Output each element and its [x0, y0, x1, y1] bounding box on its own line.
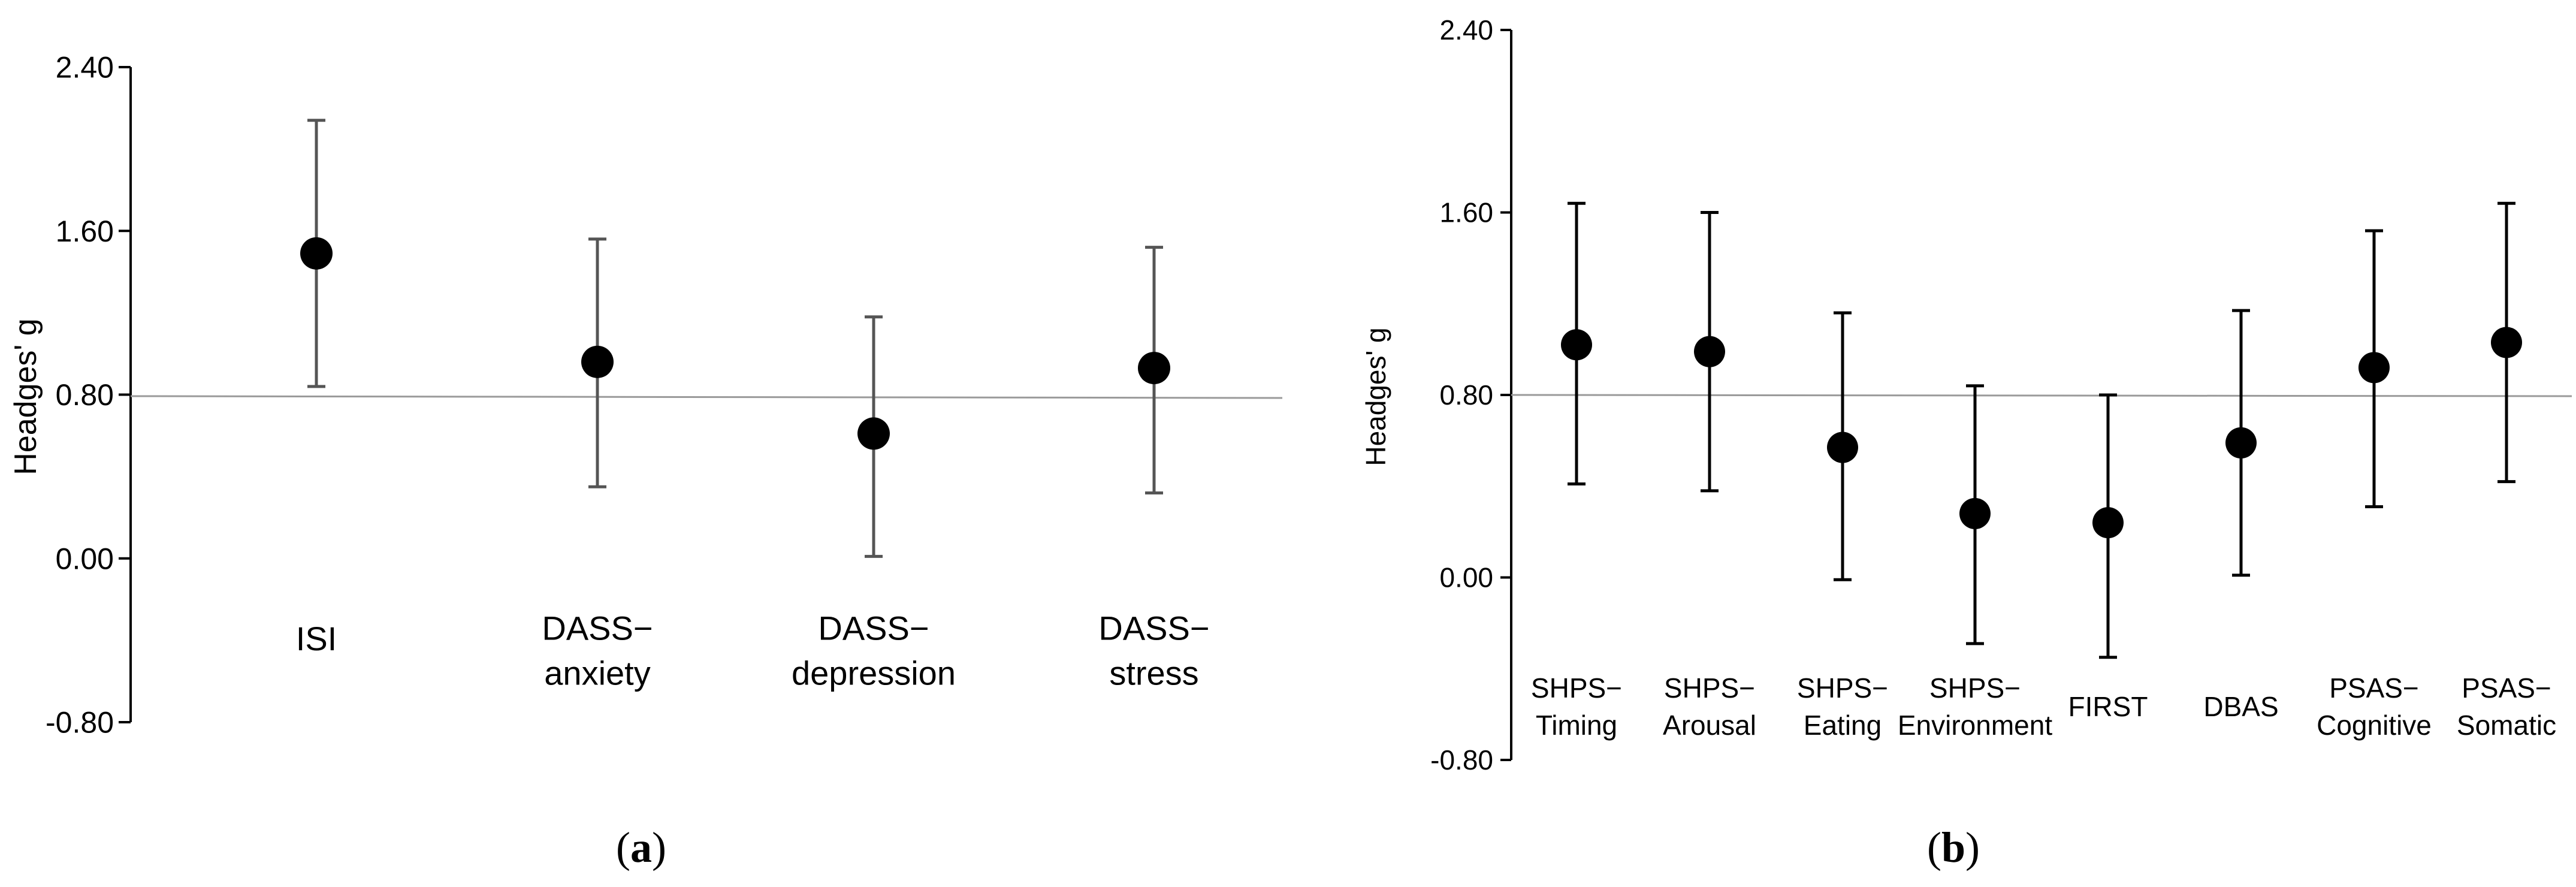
- panel-a: 2.40 1.60 0.80 0.00 -0.80 Headges' g ISI DASS− a…: [8, 51, 1283, 871]
- data-point: [1561, 329, 1592, 361]
- category-label: FIRST: [2068, 691, 2148, 722]
- y-tick-label: 2.40: [1439, 14, 1493, 46]
- reference-line: [130, 395, 1283, 399]
- y-tick-label: -0.80: [1430, 744, 1493, 776]
- data-point: [581, 345, 614, 378]
- data-point: [1694, 336, 1725, 367]
- category-label: DBAS: [2203, 691, 2278, 722]
- data-point: [1827, 432, 1858, 463]
- y-tick-label: -0.80: [46, 706, 114, 740]
- data-point: [2092, 507, 2124, 539]
- panel-b: 2.40 1.60 0.80 0.00 -0.80 Headges' g SHPS− Timi…: [1360, 14, 2572, 871]
- y-axis-title: Headges' g: [1360, 327, 1391, 466]
- category-label: DASS− stress: [1098, 610, 1209, 692]
- data-point: [857, 417, 890, 450]
- data-point: [2491, 327, 2522, 358]
- y-tick-label: 0.00: [56, 542, 114, 575]
- data-point: [1959, 497, 1991, 529]
- category-label: DASS− anxiety: [542, 610, 653, 692]
- y-tick-label: 0.00: [1439, 562, 1493, 593]
- y-tick-label: 0.80: [1439, 379, 1493, 411]
- data-point: [2358, 352, 2390, 384]
- data-point: [1138, 352, 1170, 385]
- panel-label: (b): [1927, 823, 1980, 871]
- reference-line: [1511, 394, 2572, 397]
- category-label: SHPS− Eating: [1797, 672, 1888, 741]
- data-point: [2225, 427, 2257, 458]
- category-label: ISI: [296, 620, 337, 657]
- y-tick-label: 1.60: [1439, 197, 1493, 228]
- category-label: SHPS− Arousal: [1663, 672, 1756, 741]
- y-tick-label: 2.40: [56, 51, 114, 85]
- y-axis-title: Headges' g: [8, 318, 43, 475]
- category-label: PSAS− Cognitive: [2317, 672, 2432, 741]
- category-label: DASS− depression: [792, 610, 956, 692]
- category-label: PSAS− Somatic: [2457, 672, 2556, 741]
- data-point: [300, 237, 333, 270]
- category-label: SHPS− Environment: [1898, 672, 2052, 741]
- category-label: SHPS− Timing: [1531, 672, 1622, 741]
- panel-label: (a): [616, 823, 666, 871]
- y-tick-label: 0.80: [56, 378, 114, 412]
- y-tick-label: 1.60: [56, 215, 114, 248]
